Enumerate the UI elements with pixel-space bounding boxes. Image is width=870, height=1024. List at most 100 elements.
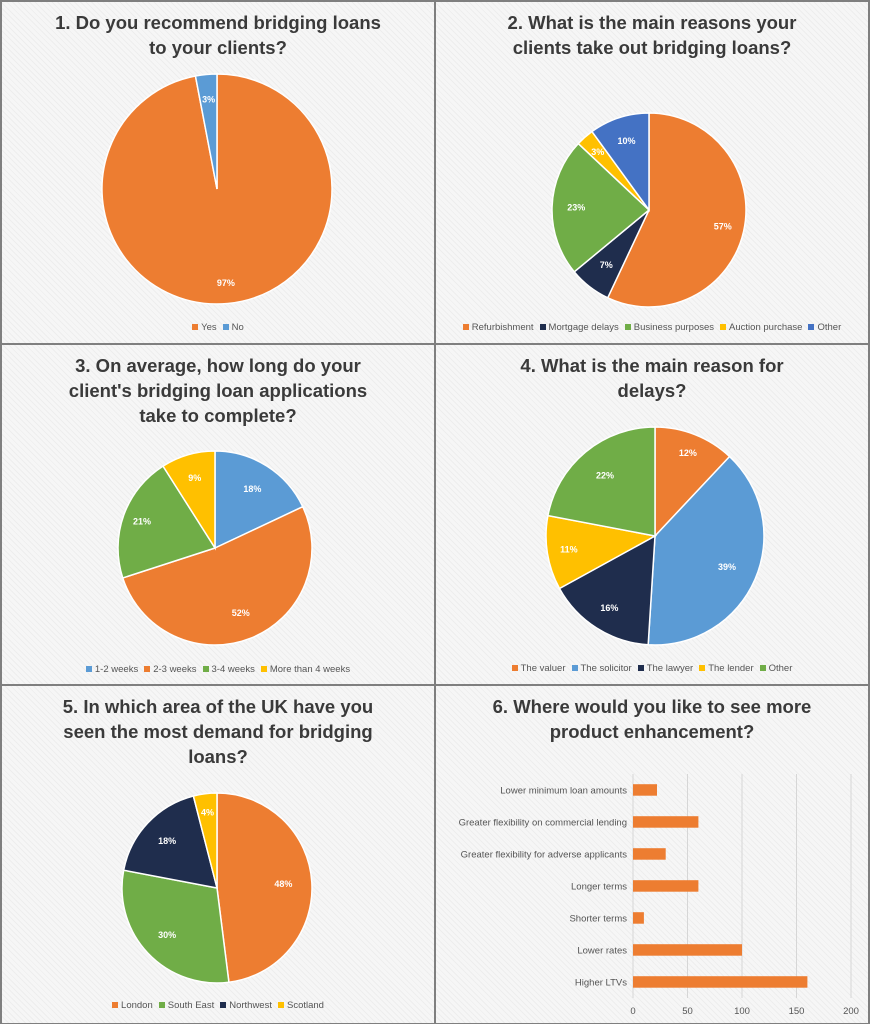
legend-item-yes: Yes xyxy=(192,322,217,333)
chart-legend: The valuer The solicitor The lawyer The len… xyxy=(436,663,868,674)
pie-slice-northwest xyxy=(122,795,219,889)
bar-greater-flexibility-for-adverse-applicants xyxy=(633,848,666,860)
pie-label-other: 22% xyxy=(596,471,614,481)
category-label: Higher LTVs xyxy=(575,978,627,989)
bar-lower-minimum-loan-amounts xyxy=(633,784,657,796)
legend-swatch xyxy=(85,666,92,672)
pie-label-3-4-weeks: 21% xyxy=(133,517,151,527)
legend-swatch xyxy=(222,324,229,330)
chart-legend: Yes No xyxy=(2,322,434,333)
pie-slice-other xyxy=(590,112,650,213)
legend-swatch xyxy=(158,1002,165,1008)
chart-panel-delays: 4. What is the main reason for delays? 12%… xyxy=(436,345,868,684)
pie-label-south-east: 30% xyxy=(158,930,176,940)
chart-canvas: 0 50 100 150 200 Lower minimum loan amounts Gr… xyxy=(459,774,859,1017)
chart-title-line: take to complete? xyxy=(139,405,297,426)
legend-swatch xyxy=(144,666,151,672)
category-label: Greater flexibility on commercial lendin… xyxy=(459,818,627,829)
chart-title-line: 3. On average, how long do your xyxy=(75,355,361,376)
pie-label-no: 3% xyxy=(202,95,215,105)
category-label: Longer terms xyxy=(571,882,627,893)
pie-slice-business-purposes xyxy=(551,142,651,273)
legend-label: The valuer xyxy=(520,663,566,674)
chart-title-line: 5. In which area of the UK have you xyxy=(62,696,374,717)
pie-slice-london xyxy=(216,792,313,984)
pie-label-auction-purchase: 3% xyxy=(591,147,604,157)
category-label: Lower rates xyxy=(577,946,627,957)
legend-label: More than 4 weeks xyxy=(269,664,351,675)
legend-label: 3-4 weeks xyxy=(211,664,255,675)
legend-item-1-2-weeks: 1-2 weeks xyxy=(85,664,138,675)
legend-item-no: No xyxy=(222,322,244,333)
legend-item-the-solicitor: The solicitor xyxy=(571,663,632,674)
legend-item-other: Other xyxy=(808,322,841,333)
chart-canvas: 18% 52% 21% 9% xyxy=(117,450,313,646)
legend-label: 2-3 weeks xyxy=(153,664,197,675)
pie-slice-refurbishment xyxy=(606,112,747,308)
chart-title: 2. What is the main reasons your clients … xyxy=(436,10,868,60)
chart-title-line: seen the most demand for bridging xyxy=(63,721,373,742)
bar-lower-rates xyxy=(633,944,742,956)
legend-swatch xyxy=(277,1002,284,1008)
legend-label: Mortgage delays xyxy=(548,322,619,333)
legend-swatch xyxy=(220,1002,227,1008)
legend-label: Yes xyxy=(201,322,217,333)
legend-swatch xyxy=(260,666,267,672)
legend-item-business-purposes: Business purposes xyxy=(624,322,715,333)
pie-label-yes: 97% xyxy=(217,278,235,288)
legend-swatch xyxy=(202,666,209,672)
bar-longer-terms xyxy=(633,880,699,892)
pie-label-business-purposes: 23% xyxy=(567,203,585,213)
pie-slice-scotland xyxy=(192,792,218,889)
x-tick-label: 50 xyxy=(682,1006,693,1017)
pie-label-northwest: 18% xyxy=(158,836,176,846)
legend-item-refurbishment: Refurbishment xyxy=(462,322,534,333)
chart-title-line: to your clients? xyxy=(149,37,287,58)
legend-swatch xyxy=(624,324,631,330)
category-label: Greater flexibility for adverse applican… xyxy=(461,850,628,861)
pie-label-the-valuer: 12% xyxy=(679,448,697,458)
chart-title-line: product enhancement? xyxy=(549,721,755,742)
x-tick-label: 100 xyxy=(734,1006,750,1017)
legend-label: Business purposes xyxy=(633,322,715,333)
pie-slice-the-solicitor xyxy=(647,455,765,646)
pie-label-mortgage-delays: 7% xyxy=(600,260,613,270)
legend-label: Scotland xyxy=(286,1000,324,1011)
chart-legend: London South East Northwest Scotland xyxy=(2,1000,434,1011)
pie-label-the-lawyer: 16% xyxy=(600,603,618,613)
legend-label: Other xyxy=(768,663,793,674)
chart-title: 1. Do you recommend bridging loans to you… xyxy=(2,10,434,60)
pie-label-more-than-4-weeks: 9% xyxy=(188,473,201,483)
chart-canvas: 57% 7% 23% 3% 10% xyxy=(551,112,747,308)
chart-panel-recommend: 1. Do you recommend bridging loans to you… xyxy=(2,2,434,343)
legend-swatch xyxy=(808,324,815,330)
legend-swatch xyxy=(462,324,469,330)
legend-label: The solicitor xyxy=(580,663,632,674)
pie-label-2-3-weeks: 52% xyxy=(232,608,250,618)
bar-greater-flexibility-on-commercial-lending xyxy=(633,816,699,828)
category-label: Shorter terms xyxy=(569,914,627,925)
legend-swatch xyxy=(571,665,578,671)
chart-title: 5. In which area of the UK have you seen … xyxy=(2,694,434,769)
chart-title: 4. What is the main reason for delays? xyxy=(436,353,868,403)
legend-item-more-than-4-weeks: More than 4 weeks xyxy=(260,664,351,675)
chart-title-line: 2. What is the main reasons your xyxy=(507,12,797,33)
legend-label: London xyxy=(121,1000,153,1011)
pie-slice-the-valuer xyxy=(654,426,731,538)
legend-item-other: Other xyxy=(759,663,793,674)
legend-swatch xyxy=(637,665,644,671)
legend-label: South East xyxy=(167,1000,215,1011)
chart-panel-uk-demand: 5. In which area of the UK have you seen … xyxy=(2,686,434,1023)
legend-item-auction-purchase: Auction purchase xyxy=(720,322,802,333)
pie-slice-the-lender xyxy=(545,514,658,590)
chart-title-line: delays? xyxy=(617,380,687,401)
pie-slice-1-2-weeks xyxy=(214,450,304,550)
bar-shorter-terms xyxy=(633,912,644,924)
legend-item-the-lender: The lender xyxy=(699,663,754,674)
pie-label-london: 48% xyxy=(274,879,292,889)
chart-panel-completion-time: 3. On average, how long do your client's … xyxy=(2,345,434,684)
x-tick-label: 0 xyxy=(630,1006,635,1017)
legend-swatch xyxy=(511,665,518,671)
legend-item-northwest: Northwest xyxy=(220,1000,272,1011)
